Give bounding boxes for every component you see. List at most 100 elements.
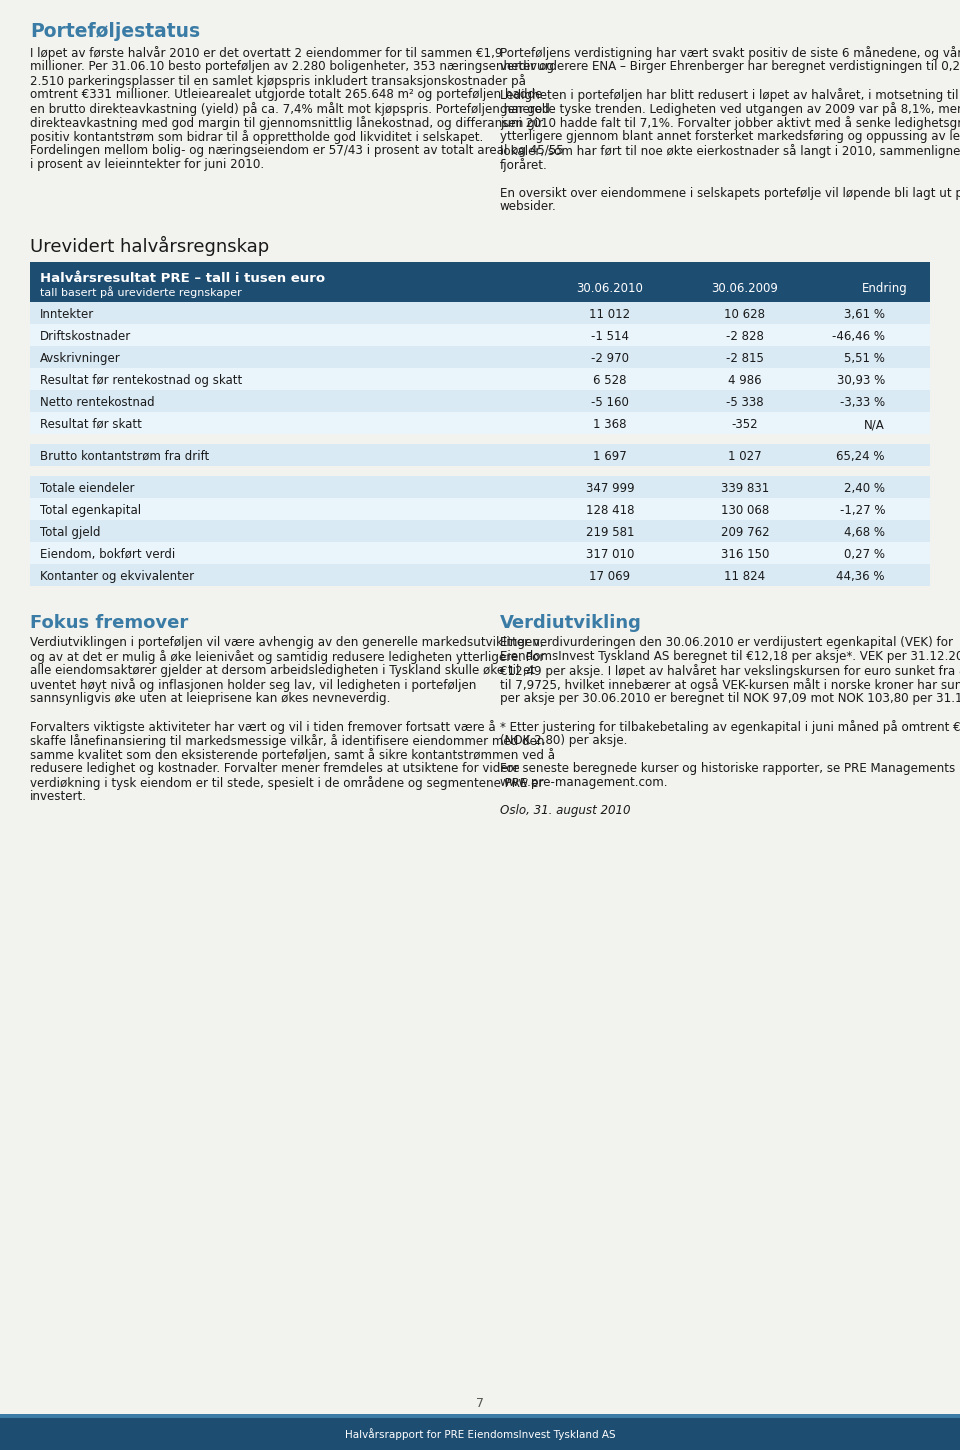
Bar [30, 476, 930, 497]
Bar [30, 412, 930, 434]
Text: Driftskostnader: Driftskostnader [40, 331, 132, 344]
Text: en brutto direkteavkastning (yield) på ca. 7,4% målt mot kjøpspris. Porteføljen : en brutto direkteavkastning (yield) på c… [30, 102, 550, 116]
Text: 130 068: 130 068 [721, 505, 769, 518]
Text: verdivurderere ENA – Birger Ehrenberger har beregnet verdistigningen til 0,2%.: verdivurderere ENA – Birger Ehrenberger … [500, 59, 960, 72]
Text: 17 069: 17 069 [589, 570, 631, 583]
Text: til 7,9725, hvilket innebærer at også VEK-kursen målt i norske kroner har sunket: til 7,9725, hvilket innebærer at også VE… [500, 679, 960, 692]
Text: Inntekter: Inntekter [40, 307, 94, 320]
Text: omtrent €331 millioner. Utleiearealet utgjorde totalt 265.648 m² og porteføljen : omtrent €331 millioner. Utleiearealet ut… [30, 88, 542, 102]
Text: 11 012: 11 012 [589, 307, 631, 320]
Bar [0, 1418, 960, 1450]
Text: millioner. Per 31.06.10 besto porteføljen av 2.280 boligenheter, 353 næringsenhe: millioner. Per 31.06.10 besto portefølje… [30, 59, 554, 72]
Text: Forvalters viktigste aktiviteter har vært og vil i tiden fremover fortsatt være : Forvalters viktigste aktiviteter har vær… [30, 721, 495, 734]
Text: redusere ledighet og kostnader. Forvalter mener fremdeles at utsiktene for vider: redusere ledighet og kostnader. Forvalte… [30, 763, 519, 774]
Text: 347 999: 347 999 [586, 481, 635, 494]
Text: per aksje per 30.06.2010 er beregnet til NOK 97,09 mot NOK 103,80 per 31.12.2009: per aksje per 30.06.2010 er beregnet til… [500, 692, 960, 705]
Text: €12,49 per aksje. I løpet av halvåret har vekslingskursen for euro sunket fra 8,: €12,49 per aksje. I løpet av halvåret ha… [500, 664, 960, 679]
Text: N/A: N/A [864, 418, 885, 431]
Text: -2 815: -2 815 [726, 352, 764, 365]
Text: tall basert på ureviderte regnskaper: tall basert på ureviderte regnskaper [40, 286, 242, 297]
Text: investert.: investert. [30, 790, 87, 803]
Text: 6 528: 6 528 [593, 374, 627, 387]
Text: fjoråret.: fjoråret. [500, 158, 548, 173]
Text: 1 697: 1 697 [593, 450, 627, 463]
Text: generelle tyske trenden. Ledigheten ved utgangen av 2009 var på 8,1%, mens den p: generelle tyske trenden. Ledigheten ved … [500, 102, 960, 116]
Text: -5 338: -5 338 [726, 396, 764, 409]
Text: 7: 7 [476, 1396, 484, 1409]
Bar [30, 521, 930, 542]
Text: Total egenkapital: Total egenkapital [40, 505, 141, 518]
Text: lokaler, som har ført til noe økte eierkostnader så langt i 2010, sammenlignet m: lokaler, som har ført til noe økte eierk… [500, 144, 960, 158]
Bar [30, 564, 930, 586]
Bar [0, 1414, 960, 1418]
Text: 317 010: 317 010 [586, 548, 635, 561]
Text: -5 160: -5 160 [591, 396, 629, 409]
Text: -2 970: -2 970 [591, 352, 629, 365]
Text: Fokus fremover: Fokus fremover [30, 613, 188, 632]
Text: En oversikt over eiendommene i selskapets portefølje vil løpende bli lagt ut på : En oversikt over eiendommene i selskapet… [500, 186, 960, 200]
Text: Brutto kontantstrøm fra drift: Brutto kontantstrøm fra drift [40, 450, 209, 463]
Text: 1 368: 1 368 [593, 418, 627, 431]
Text: 1 027: 1 027 [729, 450, 762, 463]
Text: 2,40 %: 2,40 % [844, 481, 885, 494]
Bar [30, 323, 930, 347]
Text: 339 831: 339 831 [721, 481, 769, 494]
Text: 3,61 %: 3,61 % [844, 307, 885, 320]
Bar [30, 262, 930, 302]
Bar [30, 302, 930, 323]
Text: 4 986: 4 986 [729, 374, 762, 387]
Text: 2.510 parkeringsplasser til en samlet kjøpspris inkludert transaksjonskostnader : 2.510 parkeringsplasser til en samlet kj… [30, 74, 526, 88]
Text: Porteføljestatus: Porteføljestatus [30, 22, 200, 41]
Text: Fordelingen mellom bolig- og næringseiendom er 57/43 i prosent av totalt areal o: Fordelingen mellom bolig- og næringseien… [30, 144, 564, 157]
Bar [30, 368, 930, 390]
Text: -1 514: -1 514 [591, 331, 629, 344]
Text: samme kvalitet som den eksisterende porteføljen, samt å sikre kontantstrømmen ve: samme kvalitet som den eksisterende port… [30, 748, 555, 761]
Text: 5,51 %: 5,51 % [844, 352, 885, 365]
Text: Halvårsresultat PRE – tall i tusen euro: Halvårsresultat PRE – tall i tusen euro [40, 273, 325, 286]
Bar [30, 444, 930, 465]
Text: alle eiendomsaktører gjelder at dersom arbeidsledigheten i Tyskland skulle øke t: alle eiendomsaktører gjelder at dersom a… [30, 664, 535, 677]
Text: sannsynligvis øke uten at leieprisene kan økes nevneverdig.: sannsynligvis øke uten at leieprisene ka… [30, 692, 391, 705]
Text: 128 418: 128 418 [586, 505, 635, 518]
Text: 44,36 %: 44,36 % [836, 570, 885, 583]
Text: 30.06.2010: 30.06.2010 [577, 281, 643, 294]
Text: -352: -352 [732, 418, 758, 431]
Text: * Etter justering for tilbakebetaling av egenkapital i juni måned på omtrent €0,: * Etter justering for tilbakebetaling av… [500, 721, 960, 734]
Text: i prosent av leieinntekter for juni 2010.: i prosent av leieinntekter for juni 2010… [30, 158, 264, 171]
Text: 30,93 %: 30,93 % [837, 374, 885, 387]
Text: Totale eiendeler: Totale eiendeler [40, 481, 134, 494]
Text: websider.: websider. [500, 200, 557, 213]
Text: direkteavkastning med god margin til gjennomsnittlig lånekostnad, og differansen: direkteavkastning med god margin til gje… [30, 116, 543, 130]
Text: 316 150: 316 150 [721, 548, 769, 561]
Text: www.pre-management.com.: www.pre-management.com. [500, 776, 668, 789]
Text: Oslo, 31. august 2010: Oslo, 31. august 2010 [500, 803, 631, 816]
Text: uventet høyt nivå og inflasjonen holder seg lav, vil ledigheten i porteføljen: uventet høyt nivå og inflasjonen holder … [30, 679, 476, 692]
Text: -3,33 %: -3,33 % [840, 396, 885, 409]
Text: (NOK 2,80) per aksje.: (NOK 2,80) per aksje. [500, 734, 628, 747]
Text: Avskrivninger: Avskrivninger [40, 352, 121, 365]
Text: Etter verdivurderingen den 30.06.2010 er verdijustert egenkapital (VEK) for: Etter verdivurderingen den 30.06.2010 er… [500, 637, 953, 650]
Text: skaffe lånefinansiering til markedsmessige vilkår, å identifisere eiendommer med: skaffe lånefinansiering til markedsmessi… [30, 734, 544, 748]
Text: Verdiutviklingen i porteføljen vil være avhengig av den generelle markedsutvikli: Verdiutviklingen i porteføljen vil være … [30, 637, 543, 650]
Text: 30.06.2009: 30.06.2009 [711, 281, 779, 294]
Text: 4,68 %: 4,68 % [844, 526, 885, 539]
Text: ytterligere gjennom blant annet forsterket markedsføring og oppussing av ledige: ytterligere gjennom blant annet forsterk… [500, 130, 960, 144]
Text: 10 628: 10 628 [725, 307, 765, 320]
Text: -1,27 %: -1,27 % [839, 505, 885, 518]
Bar [30, 497, 930, 521]
Text: Halvårsrapport for PRE EiendomsInvest Tyskland AS: Halvårsrapport for PRE EiendomsInvest Ty… [345, 1428, 615, 1440]
Text: Eiendom, bokført verdi: Eiendom, bokført verdi [40, 548, 176, 561]
Text: Netto rentekostnad: Netto rentekostnad [40, 396, 155, 409]
Text: 65,24 %: 65,24 % [836, 450, 885, 463]
Text: EiendomsInvest Tyskland AS beregnet til €12,18 per aksje*. VEK per 31.12.2009 va: EiendomsInvest Tyskland AS beregnet til … [500, 650, 960, 663]
Bar [30, 347, 930, 368]
Bar [30, 542, 930, 564]
Text: -46,46 %: -46,46 % [832, 331, 885, 344]
Text: Ledigheten i porteføljen har blitt redusert i løpet av halvåret, i motsetning ti: Ledigheten i porteføljen har blitt redus… [500, 88, 960, 102]
Text: Endring: Endring [862, 281, 908, 294]
Text: 209 762: 209 762 [721, 526, 769, 539]
Text: positiv kontantstrøm som bidrar til å opprettholde god likviditet i selskapet.: positiv kontantstrøm som bidrar til å op… [30, 130, 483, 144]
Text: Verdiutvikling: Verdiutvikling [500, 613, 642, 632]
Text: 0,27 %: 0,27 % [844, 548, 885, 561]
Text: Total gjeld: Total gjeld [40, 526, 101, 539]
